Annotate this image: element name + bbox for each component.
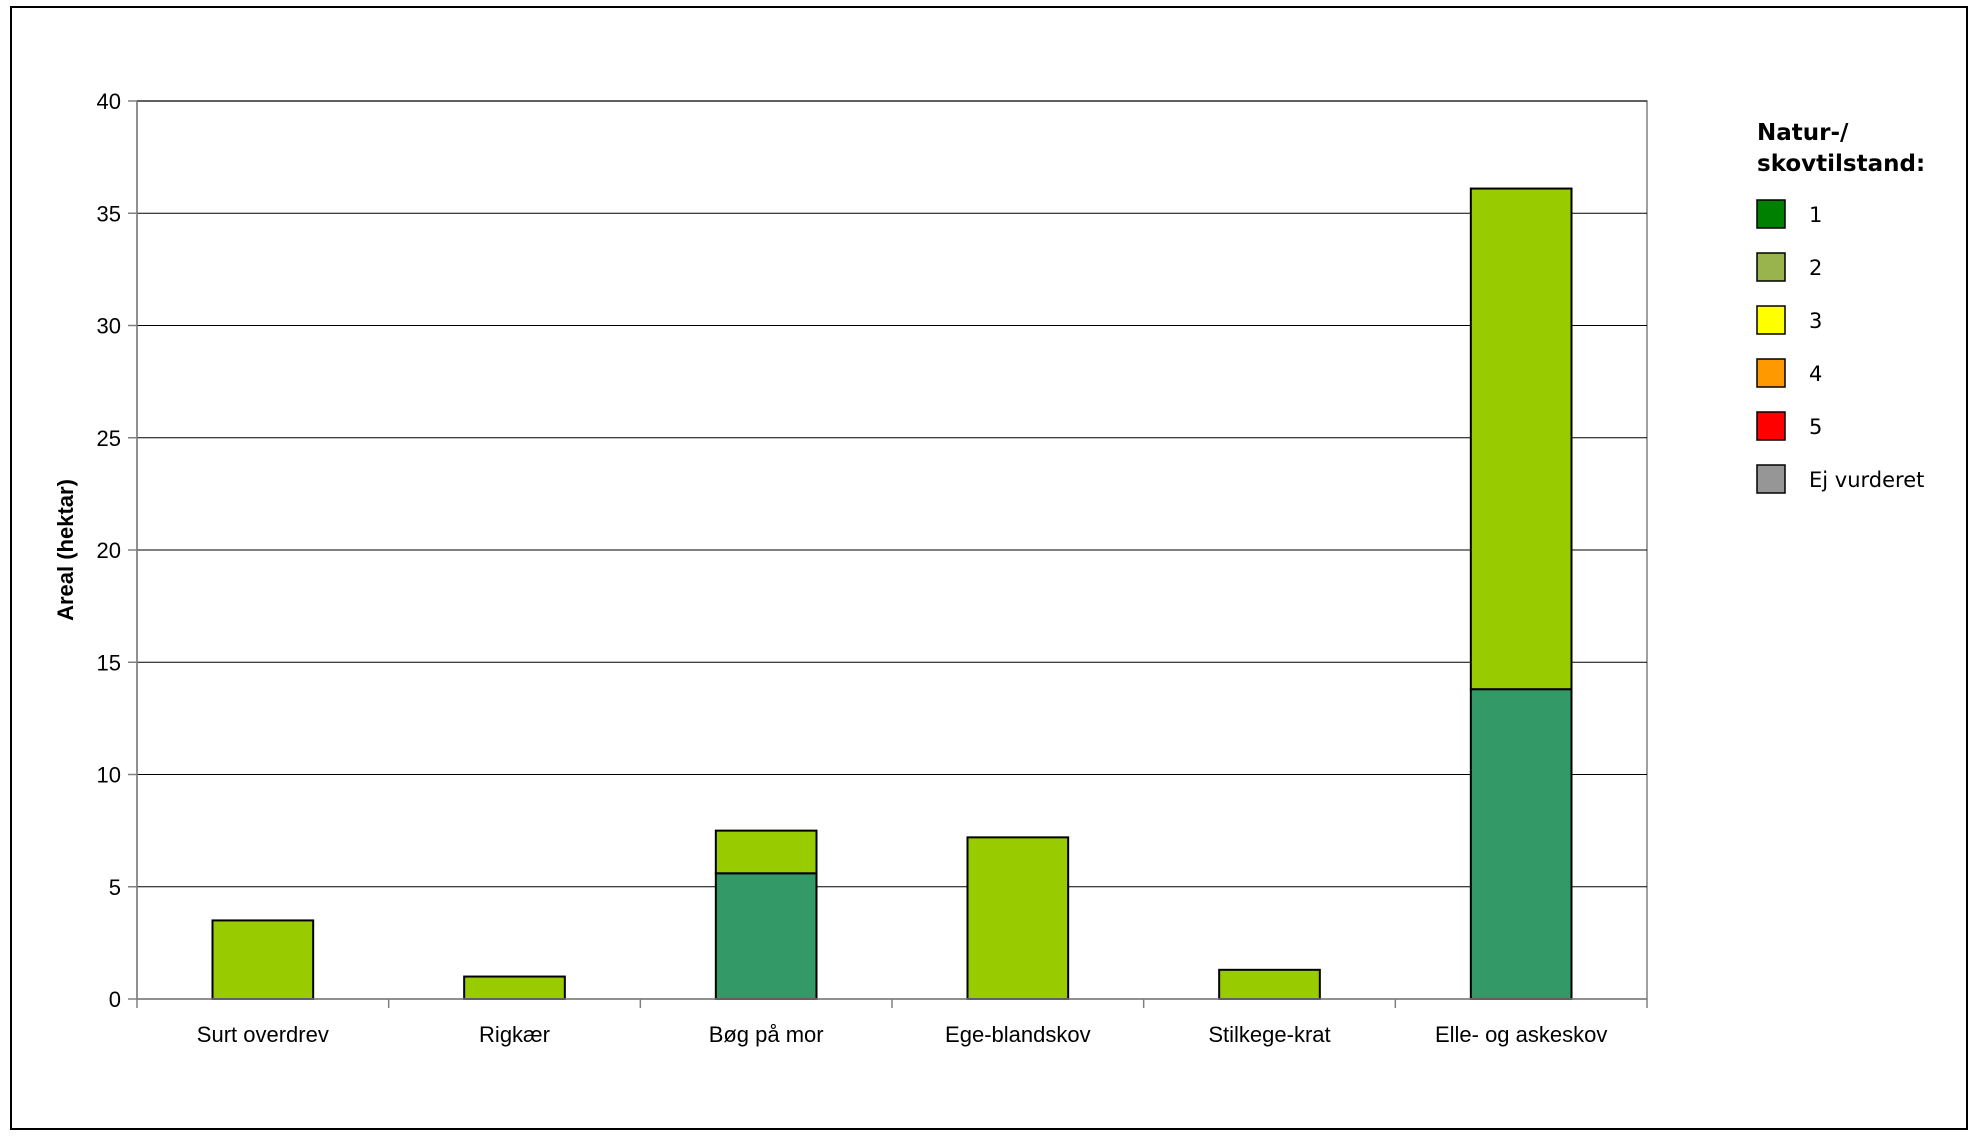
legend-label: Ej vurderet bbox=[1809, 468, 1924, 492]
bar-segment bbox=[463, 975, 566, 1000]
legend-label: 3 bbox=[1809, 309, 1822, 333]
y-tick-label: 10 bbox=[97, 763, 121, 788]
x-tick-label: Surt overdrev bbox=[197, 1022, 329, 1047]
y-tick-label: 40 bbox=[97, 89, 121, 114]
legend: Natur-/ skovtilstand: 1 2 3 4 5 Ej vurderet bbox=[1756, 120, 1925, 494]
bar-segment bbox=[1469, 688, 1573, 1000]
legend-swatch bbox=[1756, 411, 1786, 441]
legend-swatch bbox=[1756, 464, 1786, 494]
x-tick-label: Bøg på mor bbox=[709, 1022, 824, 1047]
bar-segment bbox=[714, 829, 818, 875]
legend-label: 4 bbox=[1809, 362, 1822, 386]
bar-segment bbox=[714, 872, 818, 1001]
legend-title: skovtilstand: bbox=[1757, 151, 1925, 177]
x-tick-label: Elle- og askeskov bbox=[1435, 1022, 1607, 1047]
y-axis-title: Areal (hektar) bbox=[53, 479, 78, 621]
x-tick-label: Stilkege-krat bbox=[1208, 1022, 1330, 1047]
legend-swatch bbox=[1756, 305, 1786, 335]
axes: 0 5 10 15 20 25 30 35 40 Surt overdrev Rigkær Bøg p… bbox=[97, 89, 1648, 1047]
y-tick-label: 25 bbox=[97, 426, 121, 451]
y-tick-label: 35 bbox=[97, 201, 121, 226]
legend-label: 5 bbox=[1809, 415, 1822, 439]
legend-swatch bbox=[1756, 358, 1786, 388]
x-tick-label: Rigkær bbox=[479, 1022, 550, 1047]
y-tick-label: 0 bbox=[109, 987, 121, 1012]
bar-segment bbox=[211, 919, 315, 1000]
gridlines bbox=[136, 100, 1648, 1000]
bars bbox=[211, 187, 1573, 1001]
y-tick-label: 15 bbox=[97, 650, 121, 675]
x-tick-label: Ege-blandskov bbox=[945, 1022, 1091, 1047]
legend-swatch bbox=[1756, 252, 1786, 282]
bar-segment bbox=[1469, 187, 1573, 691]
legend-label: 2 bbox=[1809, 256, 1822, 280]
y-tick-label: 20 bbox=[97, 538, 121, 563]
y-tick-label: 5 bbox=[109, 875, 121, 900]
bar-segment bbox=[1218, 968, 1321, 1001]
legend-swatch bbox=[1756, 199, 1786, 229]
y-tick-label: 30 bbox=[97, 314, 121, 339]
legend-label: 1 bbox=[1809, 203, 1822, 227]
bar-segment bbox=[966, 836, 1070, 1000]
legend-title: Natur-/ bbox=[1757, 120, 1849, 146]
